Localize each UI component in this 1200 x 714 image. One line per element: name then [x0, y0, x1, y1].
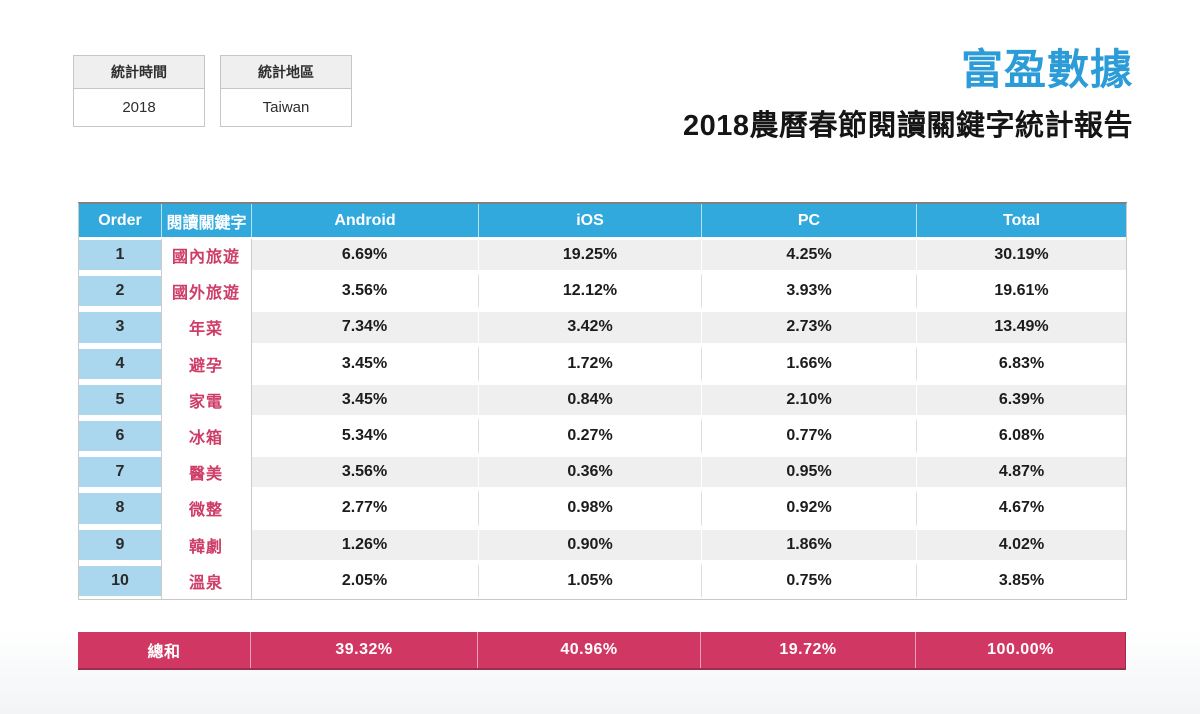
table-row: 7 醫美 3.56% 0.36% 0.95% 4.87% [79, 454, 1126, 491]
table-row: 8 微整 2.77% 0.98% 0.92% 4.67% [79, 490, 1126, 527]
android-value-cell: 2.77% [251, 490, 478, 527]
total-value-cell: 6.08% [916, 417, 1126, 455]
brand-logo: 富盈數據 [960, 46, 1133, 93]
android-value-cell: 5.34% [251, 417, 478, 455]
column-divider [251, 239, 252, 599]
order-cell: 6 [79, 417, 161, 455]
pc-value-cell: 3.93% [701, 273, 916, 310]
order-cell: 4 [79, 345, 161, 382]
table-row: 4 避孕 3.45% 1.72% 1.66% 6.83% [79, 345, 1126, 382]
android-value-cell: 3.56% [251, 273, 478, 310]
total-value-cell: 19.61% [916, 273, 1126, 310]
ios-value-cell: 3.42% [478, 309, 701, 346]
total-value-cell: 4.67% [916, 490, 1126, 527]
pc-value-cell: 0.92% [701, 490, 916, 527]
order-cell: 3 [79, 309, 161, 346]
android-value-cell: 3.56% [251, 454, 478, 491]
pc-value-cell: 0.95% [701, 454, 916, 491]
keyword-cell: 醫美 [161, 454, 251, 491]
ios-value-cell: 19.25% [478, 237, 701, 274]
total-value-cell: 3.85% [916, 562, 1126, 599]
ios-value-cell: 0.90% [478, 526, 701, 563]
stat-region-box: 統計地區 Taiwan [220, 55, 352, 127]
order-cell: 1 [79, 237, 161, 274]
pc-value-cell: 1.86% [701, 526, 916, 563]
android-value-cell: 3.45% [251, 381, 478, 418]
table-row: 1 國內旅遊 6.69% 19.25% 4.25% 30.19% [79, 237, 1126, 274]
keyword-cell: 年菜 [161, 309, 251, 346]
header-cell-order: Order [98, 211, 142, 229]
pc-value-cell: 0.77% [701, 417, 916, 455]
brand-block: 富盈數據 2018農曆春節閱讀關鍵字統計報告 [683, 46, 1133, 144]
ios-value-cell: 0.27% [478, 417, 701, 455]
ios-value-cell: 0.36% [478, 454, 701, 491]
order-cell: 8 [79, 490, 161, 527]
table-row: 9 韓劇 1.26% 0.90% 1.86% 4.02% [79, 526, 1126, 563]
order-cell: 2 [79, 273, 161, 310]
keyword-cell: 溫泉 [161, 562, 251, 599]
stat-period-box: 統計時間 2018 [73, 55, 205, 127]
android-value-cell: 7.34% [251, 309, 478, 346]
header-cell-total: Total [916, 204, 1126, 237]
grand-total-bar: 總和 39.32% 40.96% 19.72% 100.00% [78, 632, 1126, 670]
keyword-cell: 國外旅遊 [161, 273, 251, 310]
stat-period-label: 統計時間 [74, 56, 204, 89]
pc-value-cell: 4.25% [701, 237, 916, 274]
header-cell-keyword: 閱讀關鍵字 [161, 204, 251, 237]
ios-value-cell: 1.72% [478, 345, 701, 382]
order-cell: 10 [79, 562, 161, 599]
total-value-cell: 6.39% [916, 381, 1126, 418]
keyword-cell: 韓劇 [161, 526, 251, 563]
pc-value-cell: 2.73% [701, 309, 916, 346]
pc-value-cell: 1.66% [701, 345, 916, 382]
header-cell-pc: PC [701, 204, 916, 237]
keyword-cell: 國內旅遊 [161, 237, 251, 274]
android-value-cell: 1.26% [251, 526, 478, 563]
column-divider [161, 239, 162, 599]
pc-value-cell: 2.10% [701, 381, 916, 418]
ios-value-cell: 0.84% [478, 381, 701, 418]
order-cell: 9 [79, 526, 161, 563]
keyword-stats-table: Order 閱讀關鍵字 Android iOS PC Total 1 國內旅遊 6.… [78, 202, 1127, 600]
keyword-cell: 家電 [161, 381, 251, 418]
total-value-cell: 4.02% [916, 526, 1126, 563]
order-cell: 5 [79, 381, 161, 418]
android-value-cell: 2.05% [251, 562, 478, 599]
android-value-cell: 6.69% [251, 237, 478, 274]
grand-total-android-cell: 39.32% [250, 632, 477, 668]
keyword-cell: 避孕 [161, 345, 251, 382]
grand-total-label-cell: 總和 [147, 644, 181, 661]
pc-value-cell: 0.75% [701, 562, 916, 599]
table-row: 2 國外旅遊 3.56% 12.12% 3.93% 19.61% [79, 273, 1126, 310]
report-title: 2018農曆春節閱讀關鍵字統計報告 [682, 110, 1133, 143]
ios-value-cell: 1.05% [478, 562, 701, 599]
total-value-cell: 6.83% [916, 345, 1126, 382]
stat-region-label: 統計地區 [221, 56, 351, 89]
ios-value-cell: 12.12% [478, 273, 701, 310]
header-cell-ios: iOS [478, 204, 701, 237]
ios-value-cell: 0.98% [478, 490, 701, 527]
table-row: 5 家電 3.45% 0.84% 2.10% 6.39% [79, 381, 1126, 418]
table-row: 10 溫泉 2.05% 1.05% 0.75% 3.85% [79, 562, 1126, 599]
grand-total-ios-cell: 40.96% [477, 632, 700, 668]
table-row: 3 年菜 7.34% 3.42% 2.73% 13.49% [79, 309, 1126, 346]
total-value-cell: 13.49% [916, 309, 1126, 346]
table-header-row: Order 閱讀關鍵字 Android iOS PC Total [79, 204, 1126, 237]
grand-total-total-cell: 100.00% [915, 632, 1125, 668]
android-value-cell: 3.45% [251, 345, 478, 382]
stat-period-value: 2018 [122, 99, 156, 116]
table-body: 1 國內旅遊 6.69% 19.25% 4.25% 30.19% 2 國外旅遊 3.56% 12.… [79, 237, 1126, 599]
stat-region-value: Taiwan [262, 99, 310, 116]
table-row: 6 冰箱 5.34% 0.27% 0.77% 6.08% [79, 417, 1126, 455]
grand-total-pc-cell: 19.72% [700, 632, 915, 668]
total-value-cell: 30.19% [916, 237, 1126, 274]
keyword-cell: 微整 [161, 490, 251, 527]
keyword-cell: 冰箱 [161, 417, 251, 455]
total-value-cell: 4.87% [916, 454, 1126, 491]
header-cell-android: Android [251, 204, 478, 237]
order-cell: 7 [79, 454, 161, 491]
